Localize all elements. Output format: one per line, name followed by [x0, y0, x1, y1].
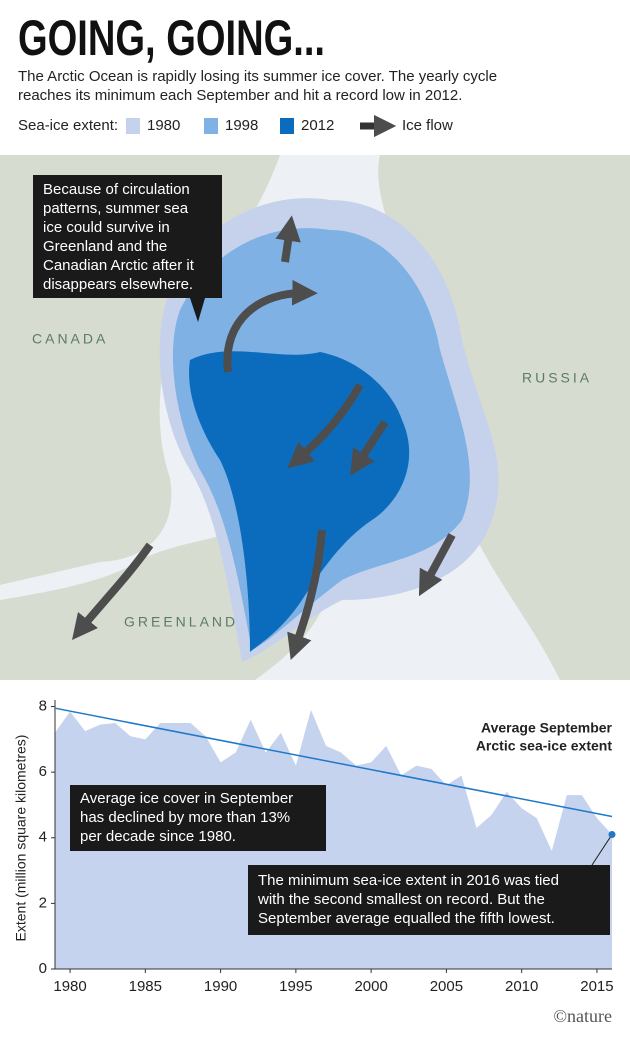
annotation-box: [33, 175, 222, 322]
annotation-box: [70, 785, 326, 851]
subtitle-line: reaches its minimum each September and h…: [18, 87, 462, 104]
subtitle-line: The Arctic Ocean is rapidly losing its s…: [18, 68, 497, 85]
x-tick-label: 2000: [354, 978, 387, 995]
legend-flow-label: Ice flow: [402, 117, 453, 134]
annotation-line: September average equalled the fifth low…: [258, 910, 555, 927]
legend-label: Sea-ice extent:: [18, 117, 118, 134]
x-tick-label: 1995: [279, 978, 312, 995]
title: GOING, GOING...: [18, 10, 325, 66]
annotation-line: Because of circulation: [43, 181, 190, 198]
flow-arrow: [287, 383, 364, 469]
place-label: RUSSIA: [522, 370, 592, 386]
annotation-line: per decade since 1980.: [80, 828, 236, 845]
flow-arrow: [418, 533, 456, 597]
map: CANADA RUSSIA GREENLAND Because of circu…: [0, 155, 630, 680]
x-tick-label: 2005: [430, 978, 463, 995]
legend-swatch: [126, 118, 140, 134]
x-tick-label: 2010: [505, 978, 538, 995]
annotation-line: with the second smallest on record. But …: [257, 891, 545, 908]
ice-2012: [189, 351, 410, 652]
y-tick-label: 8: [39, 698, 47, 715]
flow-arrow: [72, 542, 154, 640]
chart-title: Arctic sea-ice extent: [476, 738, 613, 754]
x-tick-label: 1990: [204, 978, 237, 995]
x-tick-label: 2015: [580, 978, 613, 995]
legend-entry: 2012: [301, 117, 334, 134]
legend-swatch: [280, 118, 294, 134]
credit: ©nature: [553, 1006, 612, 1026]
flow-arrow: [287, 529, 326, 661]
ice-flow-arrows: [72, 215, 456, 661]
annotation-line: disappears elsewhere.: [43, 276, 193, 293]
place-label: GREENLAND: [124, 614, 238, 630]
legend-entry: 1980: [147, 117, 180, 134]
annotation-line: Greenland and the: [43, 238, 167, 255]
annotation-box: [248, 865, 610, 935]
annotation-line: has declined by more than 13%: [80, 809, 290, 826]
legend-entry: 1998: [225, 117, 258, 134]
y-tick-label: 0: [39, 960, 47, 977]
annotation-line: Average ice cover in September: [80, 790, 293, 807]
annotation-leader: [591, 834, 613, 866]
y-tick-label: 2: [39, 894, 47, 911]
flow-arrow: [223, 279, 318, 373]
y-tick-label: 4: [39, 829, 47, 846]
annotation-line: Canadian Arctic after it: [43, 257, 195, 274]
flow-arrow: [350, 419, 389, 476]
y-tick-label: 6: [39, 763, 47, 780]
highlight-point: [608, 831, 616, 838]
flow-arrow: [275, 215, 301, 263]
annotation-line: ice could survive in: [43, 219, 170, 236]
chart-title: Average September: [481, 720, 613, 736]
x-tick-label: 1985: [129, 978, 162, 995]
chart: 0 2 4 6 8 1980 1985 1990 1995 2000 2005 2010 2015 Ave…: [39, 698, 616, 995]
y-axis-label: Extent (million square kilometres): [13, 735, 29, 942]
trend-line: [54, 707, 613, 818]
place-label: CANADA: [32, 331, 108, 347]
annotation-line: patterns, summer sea: [43, 200, 189, 217]
legend: Sea-ice extent: Ice flow 1980 1998 2012: [18, 114, 453, 138]
x-tick-label: 1980: [53, 978, 86, 995]
legend-swatch: [204, 118, 218, 134]
annotation-line: The minimum sea-ice extent in 2016 was t…: [258, 872, 559, 889]
